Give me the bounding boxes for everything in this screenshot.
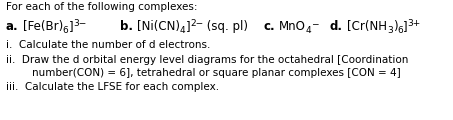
Text: 6: 6 bbox=[397, 26, 403, 35]
Text: [Fe(Br): [Fe(Br) bbox=[23, 20, 63, 33]
Text: 4: 4 bbox=[305, 26, 311, 35]
Text: ]: ] bbox=[186, 20, 190, 33]
Text: number(CON) = 6], tetrahedral or square planar complexes [CON = 4]: number(CON) = 6], tetrahedral or square … bbox=[6, 68, 401, 78]
Text: ii.  Draw the d orbital energy level diagrams for the octahedral [Coordination: ii. Draw the d orbital energy level diag… bbox=[6, 55, 408, 65]
Text: [Ni(CN): [Ni(CN) bbox=[137, 20, 180, 33]
Text: a.: a. bbox=[6, 20, 19, 33]
Text: 4: 4 bbox=[180, 26, 186, 35]
Text: −: − bbox=[311, 19, 318, 28]
Text: ): ) bbox=[393, 20, 397, 33]
Text: b.: b. bbox=[120, 20, 133, 33]
Text: 2−: 2− bbox=[190, 19, 203, 28]
Text: iii.  Calculate the LFSE for each complex.: iii. Calculate the LFSE for each complex… bbox=[6, 82, 219, 92]
Text: ]: ] bbox=[68, 20, 73, 33]
Text: 3+: 3+ bbox=[408, 19, 421, 28]
Text: 3: 3 bbox=[387, 26, 393, 35]
Text: i.  Calculate the number of d electrons.: i. Calculate the number of d electrons. bbox=[6, 40, 210, 50]
Text: ]: ] bbox=[403, 20, 408, 33]
Text: [Cr(NH: [Cr(NH bbox=[347, 20, 387, 33]
Text: d.: d. bbox=[330, 20, 343, 33]
Text: 3−: 3− bbox=[73, 19, 87, 28]
Text: (sq. pl): (sq. pl) bbox=[203, 20, 248, 33]
Text: 6: 6 bbox=[63, 26, 68, 35]
Text: MnO: MnO bbox=[279, 20, 305, 33]
Text: c.: c. bbox=[263, 20, 275, 33]
Text: For each of the following complexes:: For each of the following complexes: bbox=[6, 2, 198, 12]
